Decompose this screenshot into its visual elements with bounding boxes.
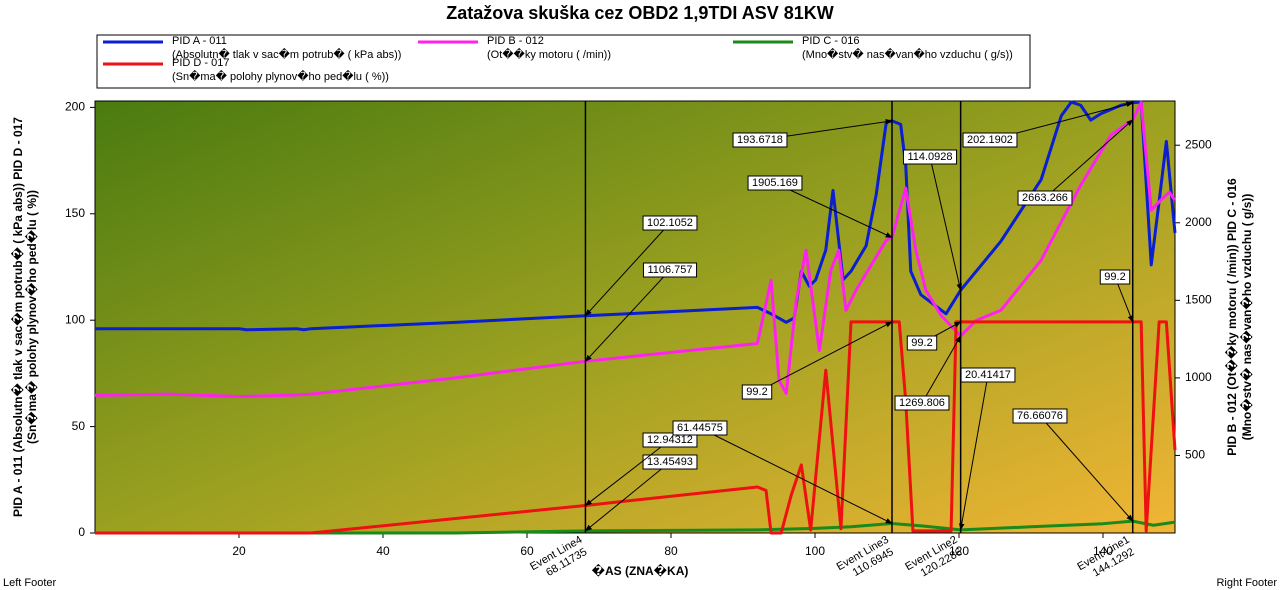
annotation-label: 114.0928 [907,151,952,163]
legend-description: (Absolutn� tlak v sac�m potrub� ( kPa ab… [172,48,401,61]
x-tick-label: 20 [232,544,246,558]
annotation-arrow [699,427,893,524]
plot-area [94,100,1176,534]
legend-label: PID B - 012 [487,35,544,47]
series-line [95,100,1177,332]
annotation-arrow [584,439,671,506]
x-tick-label: 140 [1093,544,1113,558]
footer-left: Left Footer [3,577,57,589]
annotation-box [642,215,698,231]
legend-box [96,34,1031,89]
annotation-box [962,132,1018,148]
annotation-arrow [929,156,962,291]
legend-description: (Sn�ma� polohy plynov�ho ped�lu ( %)) [172,70,389,83]
annotation-label: 202.1902 [967,134,1013,146]
annotation-box [1017,190,1073,206]
legend-description: (Ot��ky motoru ( /min)) [487,48,611,61]
annotation-label: 1106.757 [647,264,692,276]
annotation-box [741,384,773,400]
annotation-arrow [756,321,893,393]
annotation-arrow [1044,119,1134,199]
annotation-box [902,149,958,165]
annotation-label: 1269.806 [899,397,945,409]
annotation-arrow [584,269,671,362]
annotation-label: 102.1052 [647,217,693,229]
legend-label: PID A - 011 [172,35,227,47]
annotation-box [894,395,950,411]
y2-tick-label: 500 [1185,448,1205,462]
y2-tick-label: 2000 [1185,215,1212,229]
annotation-box [960,367,1016,383]
annotation-label: 1905.169 [752,177,798,189]
annotation-label: 99.2 [746,386,767,398]
y2-axis-label: (Mno�stv� nas�van�ho vzduchu ( g/s)) [1239,194,1254,441]
annotation-label: 99.2 [911,337,932,349]
annotation-label: 76.66076 [1017,410,1063,422]
annotation-box [906,335,938,351]
y2-tick-label: 1500 [1185,292,1212,306]
annotation-box [1099,269,1131,285]
annotation-label: 13.45493 [647,456,693,468]
annotation-label: 2663.266 [1022,192,1068,204]
footer-right: Right Footer [1216,577,1277,589]
y-tick-label: 200 [65,100,85,114]
annotation-box [642,454,698,470]
annotation-label: 12.94312 [647,434,693,446]
annotation-arrow [584,222,671,317]
x-tick-label: 80 [664,544,678,558]
annotation-label: 61.44575 [677,422,723,434]
annotation-label: 193.6718 [737,134,783,146]
annotation-box [732,132,788,148]
annotation-box [672,420,728,436]
annotation-arrow [958,374,989,531]
legend-label: PID D - 017 [172,57,229,69]
y-axis-label: PID A - 011 (Absolutn� tlak v sac�m potr… [10,117,25,517]
x-tick-label: 120 [949,544,969,558]
x-tick-label: 40 [376,544,390,558]
annotation-arrow [1039,415,1134,522]
y-tick-label: 100 [65,312,85,326]
y2-axis-label: PID B - 012 (Ot��ky motoru ( /min)) PID … [1224,178,1239,456]
x-tick-label: 100 [805,544,825,558]
annotation-box [747,175,803,191]
y2-tick-label: 2500 [1185,137,1212,151]
annotation-arrow [921,335,962,404]
annotation-box [1012,408,1068,424]
annotation-box [642,262,698,278]
annotation-arrow [774,182,893,238]
legend-label: PID C - 016 [802,35,859,47]
y-axis-label: (Sn�ma� polohy plynov�ho ped�lu ( %)) [24,190,39,444]
y-tick-label: 150 [65,206,85,220]
y2-tick-label: 1000 [1185,370,1212,384]
annotation-label: 99.2 [1104,271,1125,283]
chart-title: Zatažova skuška cez OBD2 1,9TDI ASV 81KW [446,3,833,23]
y-tick-label: 0 [78,525,85,539]
x-tick-label: 60 [520,544,534,558]
legend-description: (Mno�stv� nas�van�ho vzduchu ( g/s)) [802,48,1013,61]
x-axis-label: �AS (ZNA�KA) [592,563,689,578]
annotation-box [642,432,698,448]
y-tick-label: 50 [72,419,86,433]
annotation-label: 20.41417 [965,369,1011,381]
annotation-arrow [584,461,671,532]
